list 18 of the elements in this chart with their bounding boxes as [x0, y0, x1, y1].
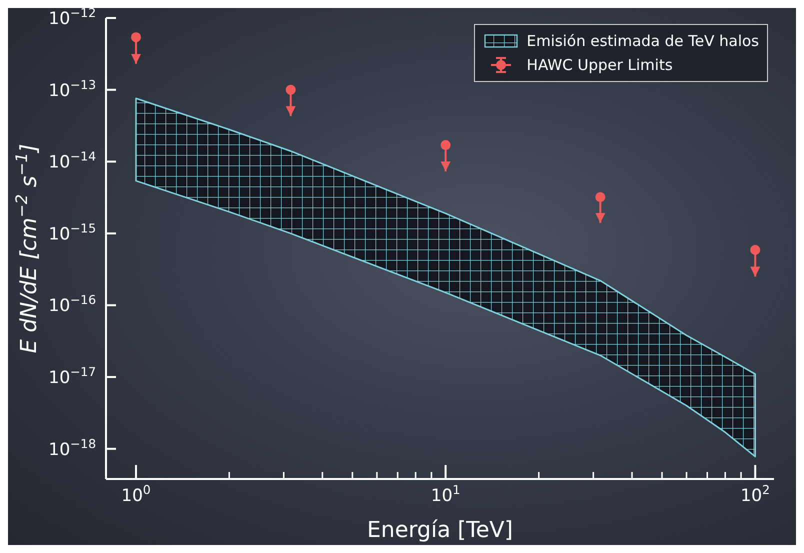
- legend-label: HAWC Upper Limits: [526, 55, 673, 76]
- x-axis-title: Energía [TeV]: [366, 518, 514, 543]
- legend-label: Emisión estimada de TeV halos: [526, 31, 759, 52]
- y-tick-label: 10$^{−14}$: [48, 150, 96, 173]
- y-tick-label: 10$^{−13}$: [48, 78, 96, 101]
- point: [750, 244, 760, 255]
- point: [440, 140, 451, 150]
- y-tick-label: 10$^{−17}$: [48, 365, 96, 388]
- x-tick-label: 10$^{1}$: [430, 483, 460, 506]
- y-tick-label: 10$^{−12}$: [48, 6, 96, 29]
- y-tick-label: 10$^{−18}$: [48, 436, 96, 460]
- y-tick-label: 10$^{−16}$: [48, 293, 96, 316]
- point: [131, 32, 142, 42]
- y-tick-label: 10$^{−15}$: [48, 221, 96, 244]
- point: [286, 84, 296, 95]
- point: [595, 192, 606, 202]
- x-tick-label: 10$^{0}$: [121, 483, 151, 506]
- x-tick-label: 10$^{2}$: [740, 483, 770, 506]
